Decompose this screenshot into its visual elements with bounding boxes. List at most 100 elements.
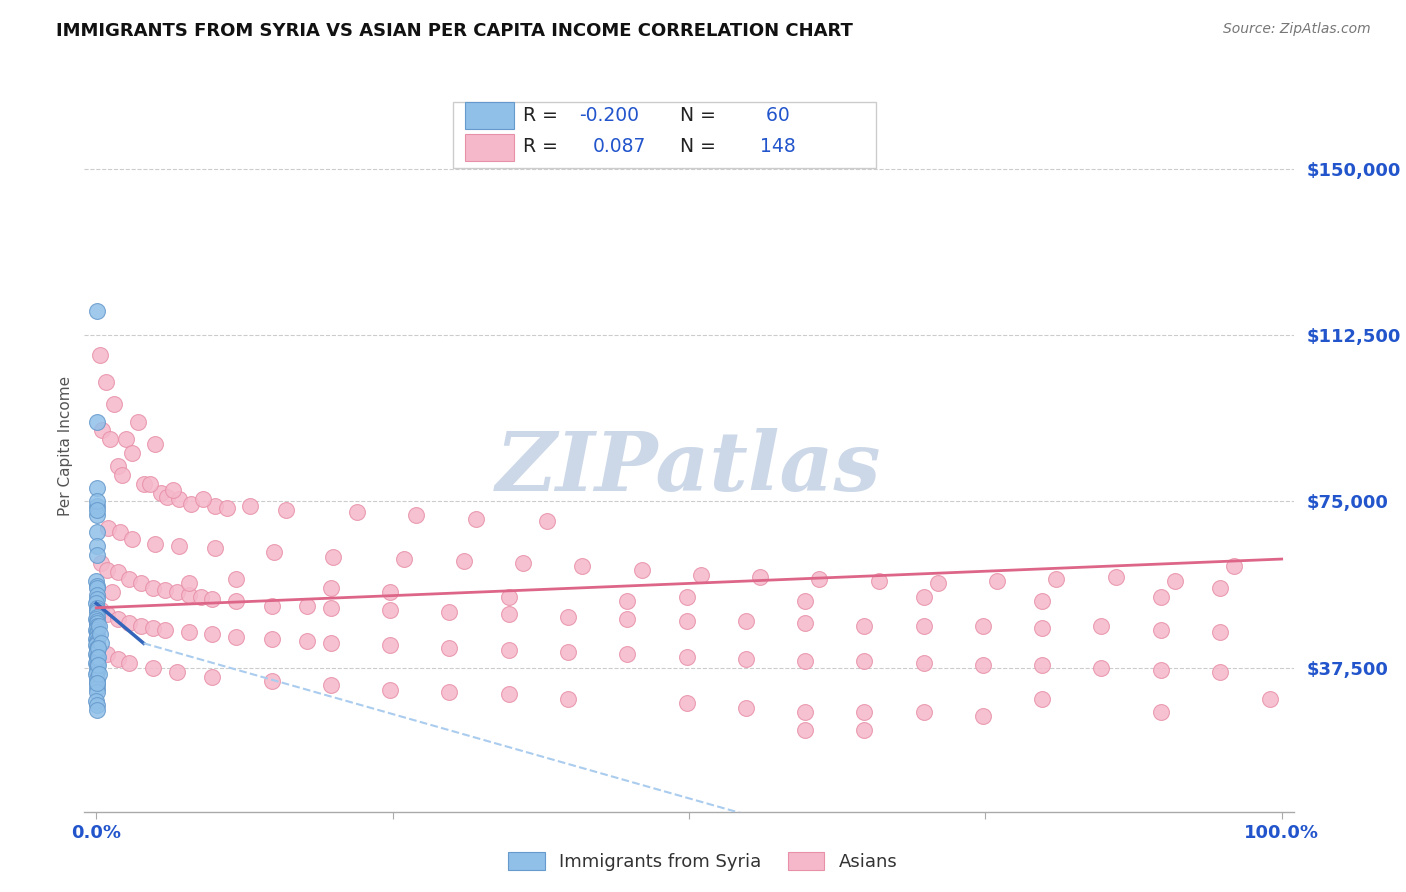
Point: [201, 591, 224, 606]
Point: [1150, 623, 1173, 637]
Point: [86, 649, 108, 664]
Point: [94, 375, 117, 389]
Point: [1258, 691, 1281, 706]
Point: [912, 590, 935, 604]
Point: [86, 649, 108, 664]
Point: [498, 607, 520, 622]
Text: ZIPatlas: ZIPatlas: [496, 428, 882, 508]
Point: [177, 576, 200, 591]
Point: [180, 497, 202, 511]
Point: [853, 618, 876, 632]
Point: [319, 581, 342, 595]
Text: 60: 60: [759, 106, 789, 125]
Point: [853, 705, 876, 719]
Point: [145, 536, 167, 550]
Point: [557, 609, 579, 624]
Point: [86, 636, 108, 650]
Point: [263, 545, 285, 559]
Point: [808, 572, 831, 586]
Text: -0.200: -0.200: [579, 106, 638, 125]
FancyBboxPatch shape: [453, 103, 876, 168]
Point: [1031, 658, 1053, 673]
Point: [97, 521, 120, 535]
Point: [107, 652, 129, 666]
Point: [118, 572, 141, 586]
Point: [121, 445, 143, 459]
Point: [86, 587, 108, 601]
Point: [260, 632, 283, 646]
Point: [86, 681, 108, 695]
Point: [89, 348, 111, 362]
Point: [380, 639, 402, 653]
Point: [794, 616, 817, 631]
Point: [498, 687, 520, 701]
Text: Source: ZipAtlas.com: Source: ZipAtlas.com: [1223, 22, 1371, 37]
Point: [204, 499, 226, 513]
Point: [912, 705, 935, 719]
Point: [86, 643, 108, 657]
Point: [512, 557, 534, 571]
Point: [96, 607, 118, 622]
Point: [87, 640, 110, 655]
Text: 148: 148: [759, 137, 796, 156]
Point: [89, 627, 111, 641]
Point: [100, 585, 122, 599]
Point: [86, 609, 108, 624]
Text: R =: R =: [523, 106, 564, 125]
Point: [150, 485, 173, 500]
Point: [96, 648, 118, 662]
Point: [1150, 705, 1173, 719]
Point: [86, 676, 108, 690]
Point: [215, 501, 238, 516]
Point: [927, 576, 949, 591]
Point: [86, 703, 108, 717]
Point: [86, 685, 108, 699]
Point: [1090, 660, 1112, 674]
Point: [853, 654, 876, 668]
Point: [107, 612, 129, 626]
Point: [86, 648, 108, 662]
Point: [132, 476, 155, 491]
Point: [91, 424, 114, 438]
Point: [86, 618, 108, 632]
Point: [166, 665, 188, 679]
Point: [86, 625, 108, 640]
Point: [86, 503, 108, 517]
Point: [153, 623, 176, 637]
Point: [86, 525, 108, 540]
Point: [260, 673, 283, 688]
Point: [204, 541, 226, 555]
Point: [498, 590, 520, 604]
Point: [571, 558, 593, 573]
Point: [86, 621, 108, 635]
Point: [86, 614, 108, 628]
Point: [225, 594, 247, 608]
Point: [794, 654, 817, 668]
Point: [453, 554, 475, 568]
Point: [201, 627, 224, 641]
Point: [103, 397, 125, 411]
Point: [260, 599, 283, 613]
Point: [86, 694, 108, 708]
Point: [380, 585, 402, 599]
Point: [675, 649, 697, 664]
Point: [86, 634, 108, 648]
Point: [498, 643, 520, 657]
Point: [129, 576, 152, 591]
Point: [405, 508, 427, 522]
Point: [616, 594, 638, 608]
Point: [86, 676, 108, 690]
Point: [107, 458, 129, 473]
Point: [86, 600, 108, 615]
Point: [111, 467, 134, 482]
Point: [439, 685, 461, 699]
Point: [201, 669, 224, 683]
Point: [167, 492, 190, 507]
Point: [86, 605, 108, 619]
Point: [86, 481, 108, 495]
Point: [868, 574, 890, 589]
Point: [86, 657, 108, 671]
Point: [322, 549, 344, 564]
Text: N =: N =: [662, 137, 723, 156]
Point: [90, 557, 112, 571]
